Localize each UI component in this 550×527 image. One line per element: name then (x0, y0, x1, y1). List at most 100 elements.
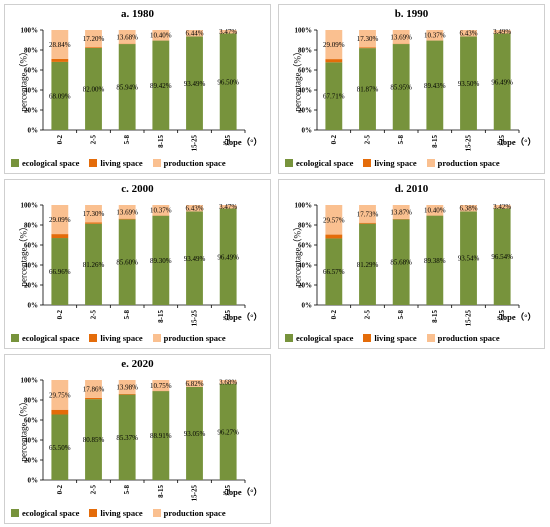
legend-label: living space (100, 333, 143, 343)
y-tick-label: 40% (24, 437, 38, 445)
x-tick-label: 2-5 (364, 310, 372, 320)
bar-production (219, 205, 237, 209)
data-label-production: 6.43% (459, 30, 477, 38)
bar-ecological (152, 391, 170, 480)
legend-swatch-ecological (285, 334, 293, 342)
data-label-production: 6.38% (459, 205, 477, 213)
x-tick-label: 8-15 (431, 135, 439, 148)
legend-swatch-living (89, 159, 98, 167)
legend-swatch-production (152, 509, 161, 517)
y-tick-label: 60% (24, 67, 38, 75)
legend-swatch-production (426, 334, 435, 342)
data-label-production: 3.47% (219, 203, 237, 211)
bar-ecological (85, 48, 102, 130)
bar-production (460, 30, 477, 37)
y-tick-label: 0% (28, 127, 39, 135)
bar-living (325, 59, 343, 63)
data-label-ecological: 89.43% (424, 82, 446, 90)
bar-production (152, 30, 170, 41)
y-tick-label: 40% (298, 87, 312, 95)
data-label-ecological: 68.09% (49, 92, 71, 100)
data-label-ecological: 85.94% (116, 84, 138, 92)
x-tick-label: 5-8 (123, 135, 131, 145)
bar-production (426, 30, 444, 41)
x-tick-label: 8-15 (157, 310, 165, 323)
bar-ecological (152, 215, 170, 305)
bar-production (118, 205, 136, 219)
x-tick-label: 0-2 (330, 135, 338, 145)
data-label-ecological: 85.95% (390, 84, 412, 92)
y-tick-label: 20% (24, 107, 38, 115)
bar-production (392, 30, 410, 44)
data-label-production: 6.44% (185, 30, 203, 38)
bar-ecological (426, 215, 444, 305)
chart-title: e. 2020 (121, 358, 154, 370)
data-label-ecological: 96.27% (217, 428, 239, 436)
legend-item-living: living space (363, 158, 417, 168)
legend: ecological space living space production… (285, 158, 500, 168)
legend: ecological space living space production… (11, 508, 226, 518)
x-tick-label: >25 (498, 135, 506, 146)
data-label-production: 3.49% (493, 28, 511, 36)
bar-living (85, 397, 102, 400)
bar-ecological (325, 62, 343, 130)
data-label-production: 13.69% (116, 208, 138, 216)
x-tick-label: 8-15 (431, 310, 439, 323)
data-label-ecological: 82.00% (83, 86, 105, 94)
bar-production (85, 30, 102, 48)
data-label-ecological: 96.49% (491, 78, 513, 86)
y-tick-label: 0% (302, 302, 313, 310)
bar-ecological (186, 36, 203, 130)
data-label-ecological: 93.05% (184, 430, 206, 438)
data-label-ecological: 66.57% (323, 268, 345, 276)
legend-swatch-living (89, 509, 98, 517)
data-label-ecological: 66.96% (49, 268, 71, 276)
legend-item-ecological: ecological space (11, 508, 79, 518)
data-label-ecological: 89.42% (150, 82, 172, 90)
legend-label: production space (163, 333, 226, 343)
bar-ecological (460, 36, 477, 130)
x-tick-label: 0-2 (56, 485, 64, 495)
legend-swatch-ecological (11, 334, 19, 342)
data-label-production: 13.87% (390, 208, 412, 216)
legend-swatch-living (363, 334, 372, 342)
data-label-production: 29.09% (49, 216, 71, 224)
bar-production (219, 30, 237, 34)
legend: ecological space living space production… (11, 333, 226, 343)
bar-production (85, 380, 102, 398)
legend-item-production: production space (152, 158, 226, 168)
data-label-ecological: 85.37% (116, 434, 138, 442)
bar-production (152, 205, 170, 216)
chart-title: b. 1990 (394, 8, 429, 20)
bar-ecological (359, 48, 376, 130)
legend-label: production space (437, 158, 500, 168)
legend-swatch-production (152, 334, 161, 342)
chart-panel-1990: b. 1990 percentage（%） 0% 20% 40% 60% 80% 100%… (278, 4, 545, 174)
legend-label: production space (163, 508, 226, 518)
x-axis-label: slope（°） (223, 312, 262, 322)
x-tick-label: 8-15 (157, 485, 165, 498)
legend-label: living space (100, 508, 143, 518)
x-tick-label: 5-8 (123, 485, 131, 495)
bar-production (359, 205, 376, 223)
bar-production (493, 30, 511, 34)
x-tick-label: 2-5 (90, 485, 98, 495)
legend-swatch-ecological (11, 509, 19, 517)
legend-item-production: production space (152, 508, 226, 518)
data-label-production: 10.75% (150, 382, 172, 390)
legend-swatch-ecological (285, 159, 293, 167)
bar-ecological (219, 33, 237, 130)
legend-label: production space (437, 333, 500, 343)
chart-plot: 0% 20% 40% 60% 80% 100% 66.57% 29.57% 0-2 81.29% 1… (295, 202, 520, 326)
bar-ecological (51, 61, 69, 130)
bar-ecological (51, 414, 69, 480)
y-tick-label: 100% (21, 27, 39, 35)
y-tick-label: 80% (24, 397, 38, 405)
y-tick-label: 40% (24, 262, 38, 270)
y-tick-label: 60% (24, 242, 38, 250)
y-tick-label: 80% (298, 222, 312, 230)
chart-plot: 0% 20% 40% 60% 80% 100% 66.96% 29.09% 0-2 81.26% 1… (21, 202, 246, 326)
chart-title: a. 1980 (121, 8, 154, 20)
x-tick-label: 0-2 (56, 135, 64, 145)
bar-production (51, 30, 69, 59)
